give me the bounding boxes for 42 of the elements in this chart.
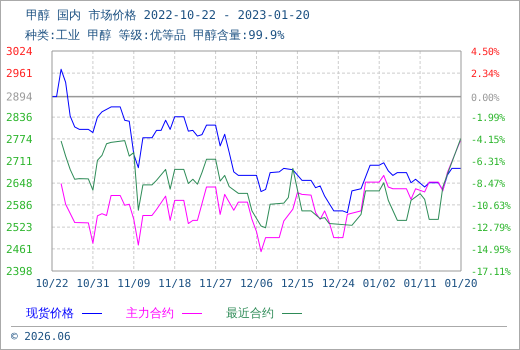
x-tick-label: 10/31 [76,276,110,290]
y-tick-label: 2961 [6,67,32,80]
x-tick-label: 10/22 [35,276,69,290]
y2-tick-label: -4.15% [471,135,506,146]
line-series [60,138,461,252]
legend-label: 现货价格 [26,305,74,322]
y2-tick-label: -8.47% [471,179,506,190]
x-tick-label: 11/18 [158,276,192,290]
y-tick-label: 2586 [6,198,32,212]
x-tick-label: 11/09 [117,276,150,290]
y2-tick-label: -17.11% [471,267,511,278]
y-tick-label: 2461 [6,242,32,256]
y-tick-label: 3024 [6,45,33,58]
text: © 2026.06 [11,330,71,343]
y2-tick-label: -14.95% [471,245,511,256]
y-tick-label: 2711 [6,155,32,168]
chart-title: 甲醇 国内 市场价格 2022-10-22 - 2023-01-20 [26,7,310,24]
legend-label: 最近合约 [226,305,274,322]
y2-tick-label: 2.34% [471,68,500,80]
y2-tick-label: -1.99% [471,113,506,124]
y2-tick-label: 0.00% [471,92,500,104]
y-tick-label: 2894 [6,90,33,104]
x-tick-label: 01/11 [404,276,437,290]
y-tick-label: 2648 [6,177,32,190]
y2-tick-label: -12.79% [471,223,511,234]
line-series [52,68,461,214]
x-tick-label: 01/20 [444,276,478,290]
chart-subtitle: 种类:工业 甲醇 等级:优等品 甲醇含量:99.9% [25,27,284,44]
y2-tick-label: -6.31% [471,157,506,168]
x-tick-label: 12/06 [240,276,274,290]
y2-tick-label: -10.63% [471,201,511,212]
y-tick-label: 2523 [6,221,32,234]
y-tick-label: 2836 [6,111,32,124]
y2-tick-label: 4.50% [471,47,500,58]
line-series [60,137,461,228]
y-tick-label: 2774 [6,132,33,146]
y-tick-label: 2398 [6,265,32,278]
x-tick-label: 12/24 [322,276,356,290]
legend-label: 主力合约 [126,305,174,322]
x-tick-label: 12/15 [280,276,314,290]
x-tick-label: 01/02 [362,276,396,290]
x-tick-label: 11/27 [199,276,232,290]
